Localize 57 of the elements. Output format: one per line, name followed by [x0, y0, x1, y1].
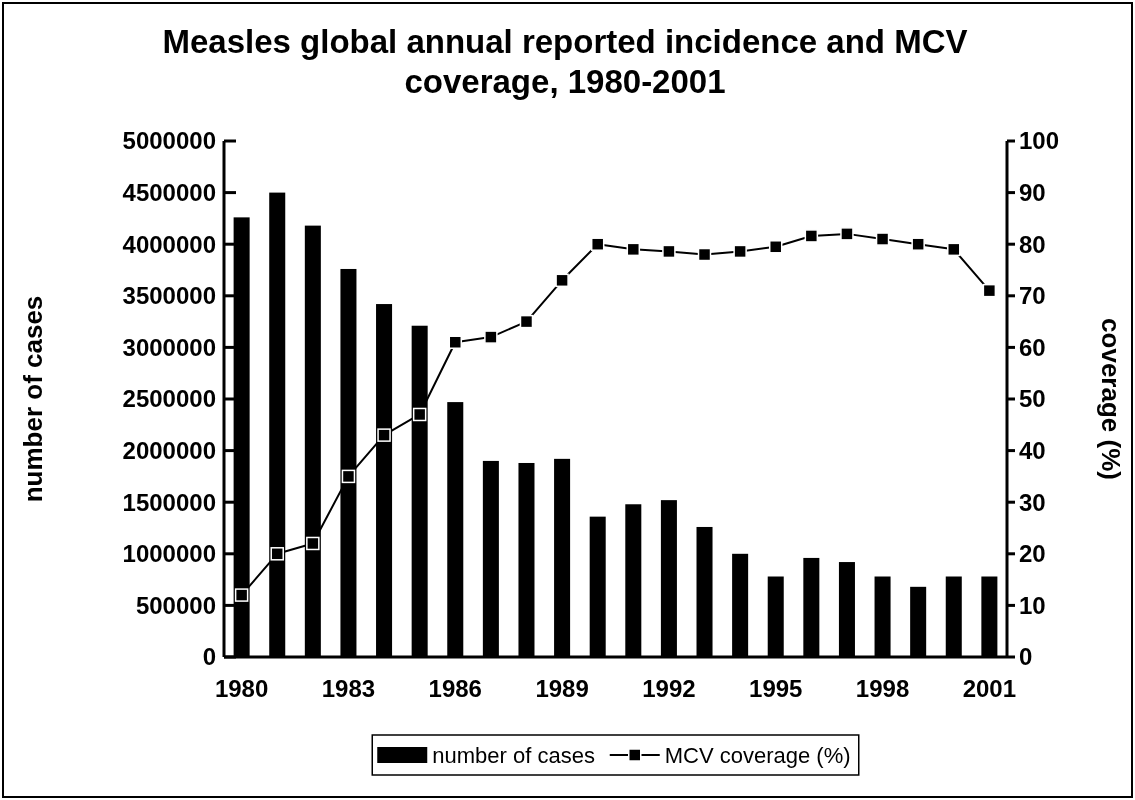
- x-tick-label: 1989: [535, 675, 589, 702]
- point: [626, 242, 641, 257]
- point: [947, 242, 961, 257]
- point: [697, 247, 712, 262]
- point: [306, 536, 320, 551]
- y2-tick-label: 70: [1019, 282, 1046, 310]
- chart-title: Measles global annual reported incidence and MCV coverage, 1980-2001: [161, 22, 969, 102]
- point: [875, 232, 890, 246]
- y-tick-label: 1500000: [122, 488, 216, 516]
- point: [982, 283, 997, 298]
- y2-tick-label: 20: [1019, 540, 1046, 568]
- point: [341, 469, 356, 484]
- point: [484, 330, 498, 344]
- point: [911, 237, 925, 251]
- point: [448, 335, 463, 349]
- x-tick-label: 1986: [428, 675, 482, 702]
- y-tick-label: 3000000: [122, 333, 216, 361]
- point: [555, 273, 569, 288]
- x-tick-label: 1980: [214, 675, 269, 702]
- point: [840, 227, 854, 241]
- legend-label: MCV coverage (%): [664, 742, 851, 768]
- x-tick-label: 1998: [855, 675, 910, 702]
- x-tick-label: 1995: [749, 675, 803, 702]
- y2-tick-label: 50: [1019, 385, 1046, 413]
- point: [377, 428, 391, 442]
- y2-tick-label: 80: [1019, 230, 1046, 258]
- point: [804, 229, 819, 243]
- point: [234, 588, 249, 602]
- y-axis-title: number of cases: [18, 295, 48, 503]
- y-tick-label: 500000: [135, 591, 216, 619]
- y2-tick-label: 0: [1019, 643, 1033, 671]
- x-tick-label: 2001: [962, 675, 1017, 702]
- y2-tick-label: 60: [1019, 333, 1046, 361]
- y-tick-label: 5000000: [122, 127, 216, 155]
- legend-label: number of cases: [432, 742, 595, 768]
- y-tick-label: 3500000: [122, 282, 216, 310]
- y2-tick-label: 90: [1019, 179, 1046, 206]
- point: [733, 244, 747, 259]
- x-tick-label: 1983: [321, 675, 376, 702]
- y-tick-label: 4500000: [122, 179, 216, 206]
- y2-axis-title: coverage (%): [1096, 318, 1126, 480]
- point: [519, 314, 534, 329]
- point: [412, 407, 427, 422]
- y-tick-label: 2000000: [122, 437, 216, 464]
- y-tick-label: 1000000: [122, 540, 216, 568]
- point: [270, 547, 284, 561]
- point: [768, 240, 783, 254]
- y2-tick-label: 100: [1019, 127, 1060, 155]
- y-tick-label: 4000000: [122, 230, 216, 258]
- x-tick-label: 1992: [642, 675, 696, 702]
- y2-tick-label: 40: [1019, 437, 1046, 464]
- point: [590, 237, 605, 251]
- y-tick-label: 2500000: [122, 385, 216, 413]
- point: [662, 244, 676, 259]
- y-tick-label: 0: [202, 643, 216, 671]
- y2-tick-label: 10: [1019, 591, 1046, 619]
- y2-tick-label: 30: [1019, 488, 1046, 516]
